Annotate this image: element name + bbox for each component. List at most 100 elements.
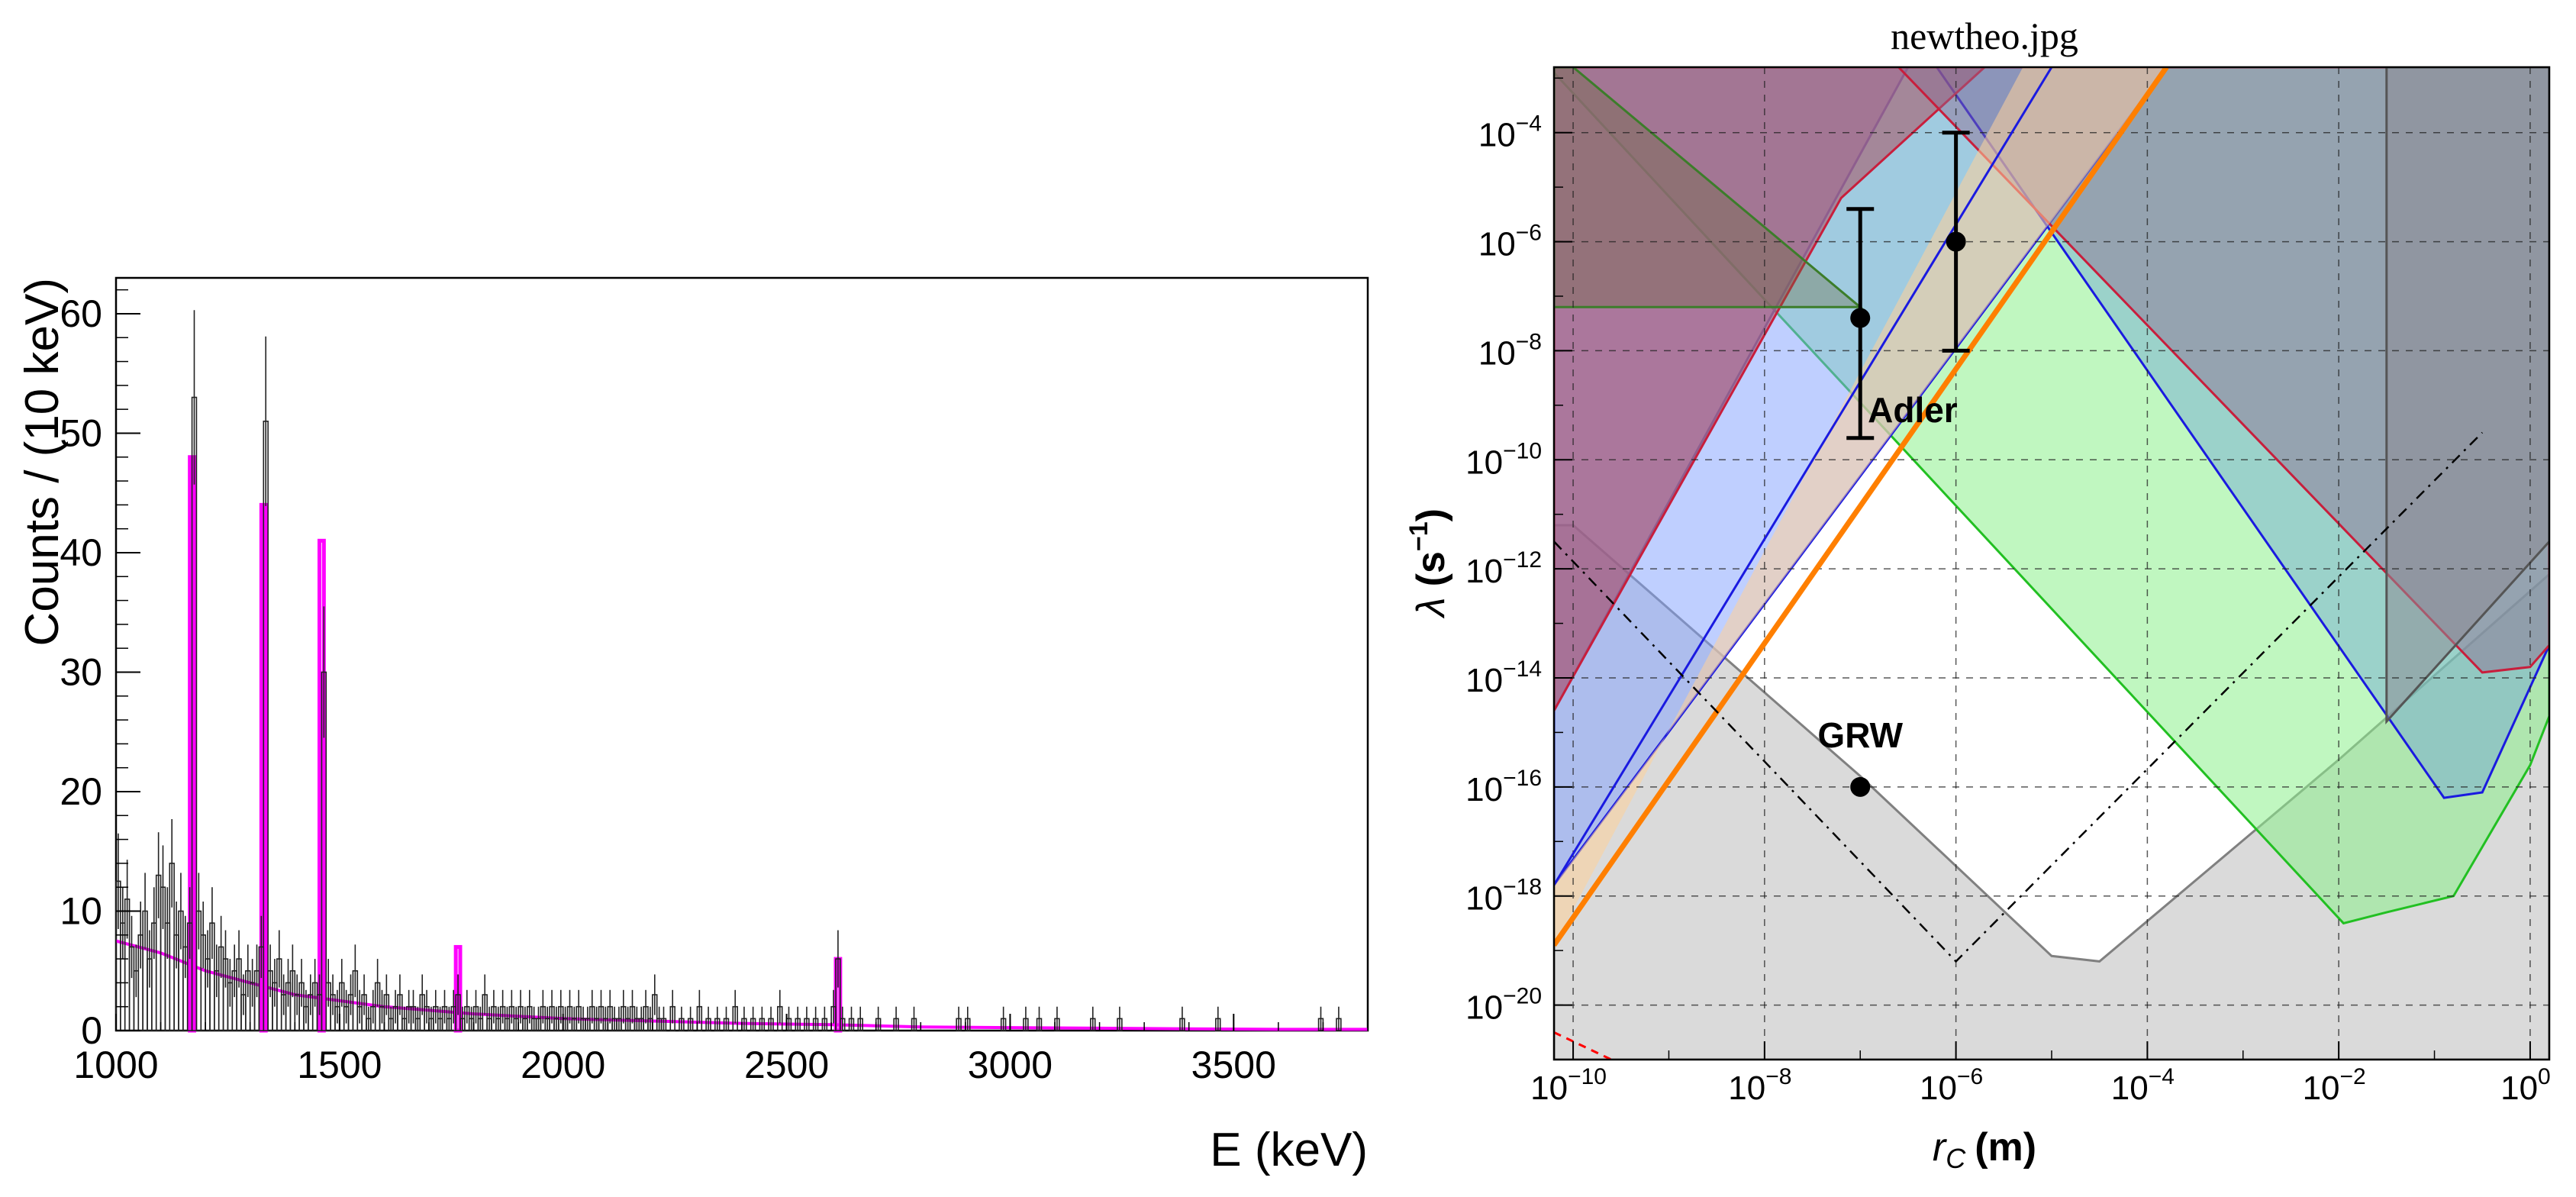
- data-bin: [137, 901, 143, 1031]
- ylabel-unit-close: ): [1409, 508, 1453, 521]
- data-bin: [647, 1006, 653, 1031]
- data-bin: [634, 1006, 640, 1031]
- x-tick-label: 10−8: [1728, 1064, 1791, 1107]
- exclusion-x-axis-label: rC (m): [1933, 1125, 2036, 1174]
- data-bin: [1023, 1006, 1029, 1031]
- data-bin: [544, 1006, 550, 1031]
- data-bin: [522, 1006, 528, 1031]
- data-bin: [133, 944, 140, 1031]
- data-bin: [401, 1006, 408, 1031]
- x-tick-label: 10−6: [1920, 1064, 1983, 1107]
- tick-base: 10: [1530, 1070, 1568, 1107]
- data-bin: [374, 959, 381, 1031]
- tick-exponent: −10: [1503, 438, 1542, 463]
- xlabel-symbol: r: [1933, 1125, 1948, 1170]
- data-bin: [530, 1006, 537, 1031]
- x-tick-label: 2500: [744, 1044, 829, 1086]
- data-bin: [205, 930, 211, 1031]
- data-bin: [227, 959, 234, 1031]
- y-tick-label: 20: [60, 770, 102, 813]
- data-bin: [178, 873, 184, 1031]
- ylabel-unit-open: (s: [1409, 551, 1453, 586]
- data-bin: [575, 989, 582, 1031]
- data-bin: [535, 1006, 542, 1031]
- data-bin: [253, 944, 260, 1031]
- x-tick-label: 3000: [968, 1044, 1053, 1086]
- tick-base: 10: [2303, 1070, 2340, 1107]
- data-bin: [499, 989, 506, 1031]
- xlabel-unit: (m): [1975, 1125, 2036, 1170]
- y-tick-label: 10−8: [1478, 329, 1542, 372]
- tick-base: 10: [1920, 1070, 1957, 1107]
- exclusion-title: newtheo.jpg: [1891, 15, 2078, 57]
- data-bin: [397, 974, 403, 1031]
- data-bin: [366, 1006, 372, 1031]
- data-bin: [750, 1006, 756, 1031]
- data-bin: [222, 930, 229, 1031]
- exclusion-regions: [1554, 67, 2549, 1060]
- data-bin: [687, 1006, 694, 1031]
- x-tick-label: 1500: [297, 1044, 382, 1086]
- data-bin: [151, 887, 157, 1031]
- x-tick-label: 2000: [521, 1044, 605, 1086]
- data-bin: [598, 989, 605, 1031]
- data-bin: [191, 310, 198, 1031]
- data-bin: [321, 606, 327, 1031]
- data-bin: [732, 989, 738, 1031]
- measurement-point: [1942, 131, 1970, 353]
- tick-base: 10: [1465, 553, 1503, 590]
- data-bin: [455, 974, 461, 1031]
- spectrum-x-axis-label: E (keV): [1210, 1124, 1368, 1176]
- data-bin: [311, 959, 318, 1031]
- data-bin: [231, 944, 237, 1031]
- gray-right-region: [2385, 67, 2549, 724]
- data-bin: [705, 1006, 711, 1031]
- measurement-marker: [1850, 308, 1871, 328]
- data-bin: [330, 974, 336, 1031]
- data-bin: [388, 1006, 394, 1031]
- data-bin: [1336, 1006, 1342, 1031]
- y-tick-label: 10: [60, 889, 102, 932]
- x-tick-label: 10−10: [1530, 1064, 1607, 1107]
- data-bin: [656, 1006, 663, 1031]
- y-tick-label: 30: [60, 650, 102, 693]
- y-tick-label: 10−6: [1478, 221, 1542, 263]
- data-bin: [741, 1006, 747, 1031]
- data-bin: [624, 1006, 631, 1031]
- data-bin: [893, 1006, 899, 1031]
- data-bin: [173, 901, 179, 1031]
- data-bin: [392, 989, 398, 1031]
- data-bin: [840, 1006, 846, 1031]
- data-bin: [956, 1006, 962, 1031]
- data-bin: [472, 989, 479, 1031]
- tick-exponent: −2: [2340, 1064, 2366, 1089]
- data-bin: [280, 974, 287, 1031]
- tick-exponent: −6: [1957, 1064, 1983, 1089]
- tick-base: 10: [2111, 1070, 2149, 1107]
- tick-base: 10: [1465, 989, 1503, 1027]
- data-bin: [263, 336, 269, 1031]
- data-bin: [352, 944, 359, 1031]
- data-bin: [804, 1006, 810, 1031]
- grw-label: GRW: [1817, 715, 1903, 755]
- y-tick-label: 10−16: [1465, 766, 1542, 808]
- tick-base: 10: [1478, 226, 1516, 263]
- exclusion-points: GRW Adler: [1817, 131, 1970, 797]
- model-series: [115, 455, 1368, 1033]
- data-bin: [768, 1006, 774, 1031]
- tick-base: 10: [1465, 880, 1503, 918]
- data-bin: [602, 1006, 609, 1031]
- data-bin: [643, 989, 649, 1031]
- ylabel-unit-sup: −1: [1404, 521, 1433, 551]
- data-bin: [1117, 1006, 1123, 1031]
- blue-line: [1554, 67, 2053, 886]
- data-bin: [169, 818, 175, 1031]
- data-bin: [370, 989, 376, 1031]
- data-bin: [308, 974, 314, 1031]
- data-bin: [419, 974, 425, 1031]
- data-bin: [593, 1006, 600, 1031]
- data-series: [115, 310, 1342, 1031]
- y-tick-label: 0: [81, 1009, 102, 1052]
- data-bin: [164, 887, 171, 1031]
